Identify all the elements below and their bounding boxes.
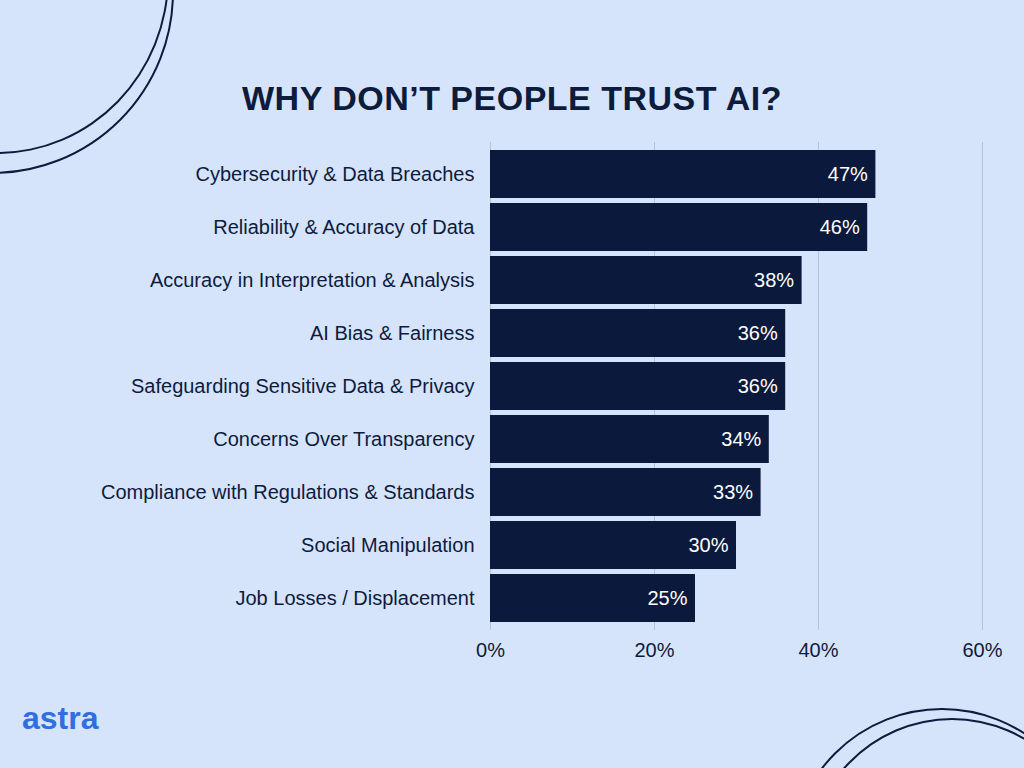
svg-text:40%: 40% xyxy=(798,639,838,661)
svg-text:30%: 30% xyxy=(688,534,728,556)
svg-text:36%: 36% xyxy=(738,375,778,397)
svg-text:Compliance with Regulations &: Compliance with Regulations & Standards xyxy=(101,481,475,503)
svg-text:Concerns Over Transparency: Concerns Over Transparency xyxy=(213,428,474,450)
svg-text:34%: 34% xyxy=(721,428,761,450)
svg-text:38%: 38% xyxy=(754,269,794,291)
svg-text:Safeguarding Sensitive Data &: Safeguarding Sensitive Data & Privacy xyxy=(131,375,475,397)
svg-text:33%: 33% xyxy=(713,481,753,503)
svg-text:Accuracy in Interpretation & A: Accuracy in Interpretation & Analysis xyxy=(150,269,475,291)
svg-text:46%: 46% xyxy=(820,216,860,238)
svg-text:25%: 25% xyxy=(647,587,687,609)
svg-text:Job Losses / Displacement: Job Losses / Displacement xyxy=(235,587,474,609)
svg-text:47%: 47% xyxy=(828,163,868,185)
svg-text:Cybersecurity & Data Breaches: Cybersecurity & Data Breaches xyxy=(195,163,474,185)
svg-text:36%: 36% xyxy=(738,322,778,344)
svg-text:60%: 60% xyxy=(962,639,1002,661)
svg-text:Reliability & Accuracy of Data: Reliability & Accuracy of Data xyxy=(213,216,475,238)
svg-text:0%: 0% xyxy=(476,639,505,661)
svg-text:20%: 20% xyxy=(634,639,674,661)
svg-text:Social Manipulation: Social Manipulation xyxy=(301,534,474,556)
html-text:WHY DON’T PEOPLE TRUST AI?: WHY DON’T PEOPLE TRUST AI? xyxy=(242,79,782,117)
svg-text:AI Bias & Fairness: AI Bias & Fairness xyxy=(310,322,475,344)
html-text:astra: astra xyxy=(22,700,99,736)
